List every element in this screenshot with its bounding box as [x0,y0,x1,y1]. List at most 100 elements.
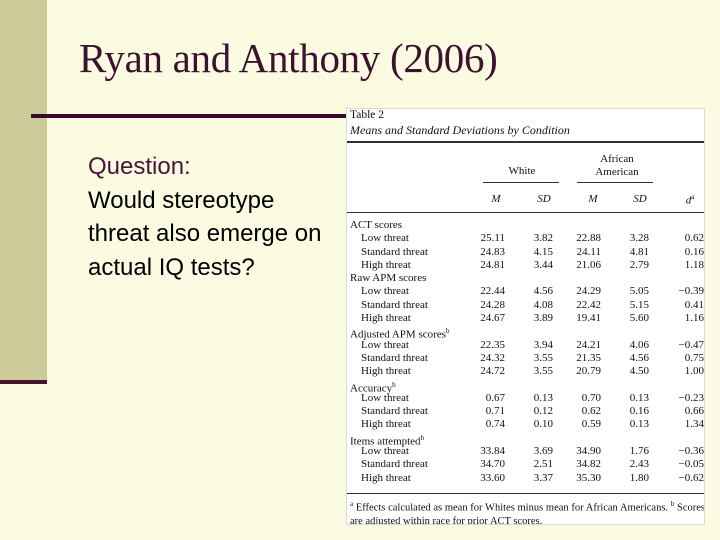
row-label: High threat [361,259,411,272]
table-cell: 24.81 [480,258,505,271]
table-cell: 22.88 [576,232,601,245]
table-row: Low threat 33.84 3.69 34.90 1.76 −0.36 [347,445,704,458]
table-cell: 1.16 [684,312,704,325]
table-cell: −0.05 [678,458,704,471]
table-cell: −0.36 [678,445,704,458]
table-cell: 0.62 [684,232,704,245]
table-cell: 21.35 [576,351,601,364]
table-cell: 4.56 [533,285,553,298]
row-label: Standard threat [361,246,428,259]
row-label-text: Standard threat [361,245,428,258]
group-rule-white [483,182,559,183]
table-cell: 34.70 [480,458,505,471]
group-rule-african-american [577,182,653,183]
row-label-text: High threat [361,418,411,431]
row-label-sup: b [392,380,396,389]
row-label: ACT scores [350,219,402,232]
table-cell: 22.42 [576,298,601,311]
table-cell: 4.15 [533,245,553,258]
table-cell: 24.83 [480,245,505,258]
table-row: High threat 24.81 3.44 21.06 2.79 1.18 [347,259,704,272]
left-accent-band [0,0,47,383]
row-label-text: Low threat [361,285,409,298]
row-label: Low threat [361,285,409,298]
group-header-african-line2: American [595,166,639,178]
table-cell: 2.43 [629,458,649,471]
question-label: Question: [88,153,191,180]
table-cell: 4.06 [629,338,649,351]
table-cell: 25.11 [480,232,505,245]
table-cell: 0.13 [629,418,649,431]
table-cell: 5.60 [629,312,649,325]
question-text: Would stereotype threat also emerge on a… [88,186,322,281]
table-cell: 0.62 [581,405,601,418]
table-cell: 24.67 [480,312,505,325]
table-body: ACT scores Low threat 25.11 3.82 22.88 3.28 0.… [347,219,704,485]
title-underline [31,114,349,118]
table-cell: 35.30 [576,471,601,484]
row-label-text: Low threat [361,232,409,245]
table-cell: 3.94 [533,338,553,351]
table-cell: 24.72 [480,365,505,378]
table-cell: 1.18 [684,258,704,271]
table-cell: 2.51 [533,458,553,471]
row-label: Standard threat [361,458,428,471]
table-cell: 0.13 [629,391,649,404]
table-cell: 3.82 [533,232,553,245]
results-table: Table 2 Means and Standard Deviations by… [346,108,705,525]
table-row: Low threat 22.35 3.94 24.21 4.06 −0.47 [347,339,704,352]
table-cell: 4.08 [533,298,553,311]
row-label: High threat [361,365,411,378]
table-row: ACT scores [347,219,704,232]
table-cell: 34.90 [576,445,601,458]
table-cell: 4.50 [629,365,649,378]
row-label-text: High threat [361,471,411,484]
row-label: Standard threat [361,352,428,365]
footnote-a: Effects calculated as mean for Whites mi… [355,502,669,514]
footnote-a-mark: a [350,500,354,508]
table-cell: 20.79 [576,365,601,378]
table-cell: 33.60 [480,471,505,484]
table-cell: 0.12 [533,405,553,418]
row-label: High threat [361,472,411,485]
table-row: Items attemptedb [347,432,704,448]
table-cell: 0.59 [581,418,601,431]
table-cell: 3.28 [629,232,649,245]
table-cell: 0.13 [533,391,553,404]
table-cell: 3.89 [533,312,553,325]
table-cell: 1.80 [629,471,649,484]
table-cell: 24.29 [576,285,601,298]
table-cell: 3.55 [533,365,553,378]
row-label: Low threat [361,339,409,352]
row-label-sup: b [445,327,450,336]
slide-body: Question: Would stereotype threat also e… [88,150,338,284]
footnote-b-mark: b [670,500,675,508]
table-cell: 0.71 [485,405,505,418]
table-cell: 5.15 [629,298,649,311]
slide-title: Ryan and Anthony (2006) [79,35,498,81]
table-footnote: a Effects calculated as mean for Whites … [350,498,705,525]
row-label-text: Standard threat [361,405,428,418]
col-header-white-sd: SD [537,193,551,205]
row-label-text: Accuracy [350,382,393,395]
col-header-d: da [675,193,704,207]
table-cell: 0.16 [684,245,704,258]
left-accent-line [0,380,47,384]
table-cell: 4.81 [629,245,649,258]
table-cell: 24.32 [480,351,505,364]
row-label: Adjusted APM scoresb [350,325,449,342]
group-header-african-line1: African [600,153,634,165]
table-cell: 0.67 [485,391,505,404]
table-cell: 5.05 [629,285,649,298]
footnote-b: Scores are adjusted within race for prio… [350,502,705,525]
row-label-sup: b [420,433,425,442]
group-header-white: White [508,165,536,177]
table-cell: 22.44 [480,285,505,298]
col-header-aa-sd: SD [633,193,647,205]
row-label-text: High threat [361,312,411,325]
table-cell: 3.69 [533,445,553,458]
row-label-text: Raw APM scores [350,272,427,285]
table-bottom-rule [347,493,704,494]
col-header-d-sup: a [691,193,695,201]
table-row: High threat 33.60 3.37 35.30 1.80 −0.62 [347,472,704,485]
